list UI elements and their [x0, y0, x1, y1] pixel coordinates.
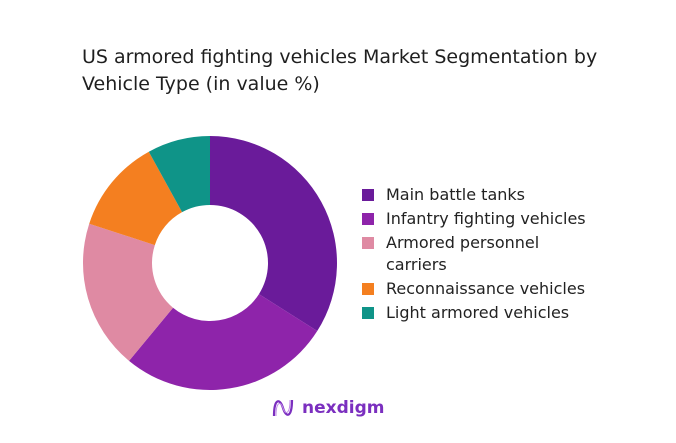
legend-item-reconnaissance-vehicles: Reconnaissance vehicles [362, 278, 622, 300]
legend: Main battle tanks Infantry fighting vehi… [362, 184, 622, 326]
legend-swatch [362, 237, 374, 249]
logo-text: nexdigm [302, 398, 385, 418]
legend-label: Light armored vehicles [386, 303, 570, 322]
logo-wave-icon [272, 399, 294, 417]
nexdigm-logo: nexdigm [272, 396, 384, 420]
legend-label: Infantry fighting vehicles [386, 209, 586, 228]
legend-swatch [362, 307, 374, 319]
slice-infantry-fighting-vehicles [129, 294, 318, 390]
legend-label: Reconnaissance vehicles [386, 279, 586, 298]
chart-title: US armored fighting vehicles Market Segm… [82, 46, 598, 95]
slice-reconnaissance-vehicles [89, 151, 183, 246]
slice-light-armored-vehicles [148, 136, 210, 213]
legend-swatch [362, 189, 374, 201]
legend-item-main-battle-tanks: Main battle tanks [362, 184, 622, 206]
legend-item-light-armored-vehicles: Light armored vehicles [362, 302, 622, 324]
legend-label: Armored personnel carriers [386, 233, 540, 274]
slice-main-battle-tanks [210, 136, 337, 332]
legend-swatch [362, 283, 374, 295]
slice-armored-personnel-carriers [83, 223, 174, 361]
legend-swatch [362, 213, 374, 225]
legend-item-armored-personnel-carriers: Armored personnel carriers [362, 232, 622, 276]
legend-label: Main battle tanks [386, 185, 525, 204]
legend-item-infantry-fighting-vehicles: Infantry fighting vehicles [362, 208, 622, 230]
